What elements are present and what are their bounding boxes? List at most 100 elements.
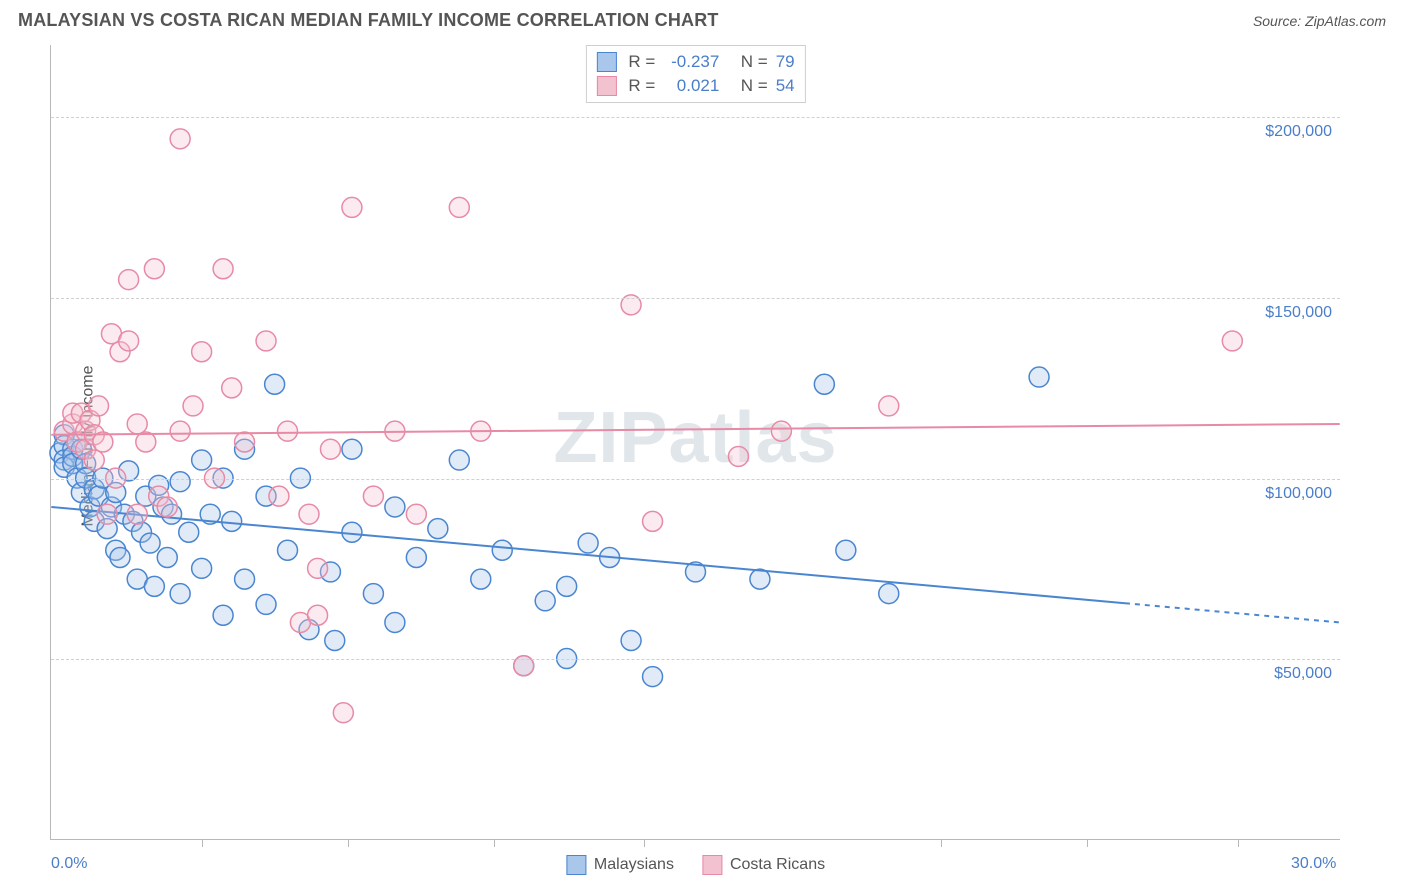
data-point <box>157 497 177 517</box>
data-point <box>192 450 212 470</box>
data-point <box>183 396 203 416</box>
x-tick <box>644 839 645 847</box>
data-point <box>127 414 147 434</box>
data-point <box>406 548 426 568</box>
swatch-series-2 <box>596 76 616 96</box>
data-point <box>213 605 233 625</box>
trend-line <box>51 424 1339 435</box>
stat-n-value-1: 79 <box>776 52 795 72</box>
data-point <box>235 569 255 589</box>
data-point <box>342 197 362 217</box>
data-point <box>333 703 353 723</box>
data-point <box>771 421 791 441</box>
stat-r-label: R = <box>628 76 655 96</box>
data-point <box>643 511 663 531</box>
correlation-stat-box: R = -0.237 N = 79 R = 0.021 N = 54 <box>585 45 805 103</box>
legend-label-1: Malaysians <box>594 856 674 874</box>
x-tick-label: 30.0% <box>1291 855 1336 873</box>
x-tick <box>202 839 203 847</box>
data-point <box>879 396 899 416</box>
data-point <box>144 259 164 279</box>
grid-line <box>51 117 1340 118</box>
stat-n-value-2: 54 <box>776 76 795 96</box>
data-point <box>213 259 233 279</box>
legend: Malaysians Costa Ricans <box>566 855 825 875</box>
legend-swatch-2 <box>702 855 722 875</box>
data-point <box>557 576 577 596</box>
data-point <box>278 421 298 441</box>
x-tick <box>1238 839 1239 847</box>
data-point <box>342 439 362 459</box>
data-point <box>119 331 139 351</box>
legend-swatch-1 <box>566 855 586 875</box>
data-point <box>222 378 242 398</box>
data-point <box>170 584 190 604</box>
chart-title: MALAYSIAN VS COSTA RICAN MEDIAN FAMILY I… <box>18 10 719 31</box>
stat-n-label: N = <box>731 76 767 96</box>
data-point <box>170 472 190 492</box>
data-point <box>406 504 426 524</box>
data-point <box>385 612 405 632</box>
data-point <box>144 576 164 596</box>
data-point <box>471 569 491 589</box>
x-tick <box>1087 839 1088 847</box>
data-point <box>235 432 255 452</box>
data-point <box>97 504 117 524</box>
data-point <box>728 446 748 466</box>
data-point <box>385 497 405 517</box>
stat-r-label: R = <box>628 52 655 72</box>
data-point <box>157 548 177 568</box>
grid-line <box>51 659 1340 660</box>
data-point <box>578 533 598 553</box>
data-point <box>492 540 512 560</box>
stat-n-label: N = <box>731 52 767 72</box>
data-point <box>428 519 448 539</box>
grid-line <box>51 479 1340 480</box>
data-point <box>363 584 383 604</box>
x-tick-label: 0.0% <box>51 855 87 873</box>
data-point <box>140 533 160 553</box>
data-point <box>278 540 298 560</box>
data-point <box>265 374 285 394</box>
data-point <box>535 591 555 611</box>
data-point <box>320 439 340 459</box>
chart-plot-area: ZIPatlas R = -0.237 N = 79 R = 0.021 N =… <box>50 45 1340 840</box>
data-point <box>750 569 770 589</box>
data-point <box>1222 331 1242 351</box>
data-point <box>256 594 276 614</box>
data-point <box>814 374 834 394</box>
data-point <box>308 558 328 578</box>
y-tick-label: $100,000 <box>1265 485 1332 503</box>
data-point <box>879 584 899 604</box>
data-point <box>119 270 139 290</box>
data-point <box>170 129 190 149</box>
x-tick <box>494 839 495 847</box>
source-attribution: Source: ZipAtlas.com <box>1253 13 1386 29</box>
stat-row-series-1: R = -0.237 N = 79 <box>596 50 794 74</box>
data-point <box>299 504 319 524</box>
data-point <box>192 342 212 362</box>
data-point <box>89 396 109 416</box>
stat-r-value-2: 0.021 <box>663 76 719 96</box>
y-tick-label: $50,000 <box>1274 665 1332 683</box>
swatch-series-1 <box>596 52 616 72</box>
data-point <box>256 331 276 351</box>
legend-item-1: Malaysians <box>566 855 674 875</box>
data-point <box>643 667 663 687</box>
data-point <box>1029 367 1049 387</box>
legend-label-2: Costa Ricans <box>730 856 825 874</box>
data-point <box>342 522 362 542</box>
data-point <box>449 197 469 217</box>
stat-r-value-1: -0.237 <box>663 52 719 72</box>
data-point <box>110 548 130 568</box>
data-point <box>127 504 147 524</box>
data-point <box>836 540 856 560</box>
data-point <box>222 511 242 531</box>
trend-line <box>51 507 1125 603</box>
x-tick <box>941 839 942 847</box>
data-point <box>308 605 328 625</box>
data-point <box>621 631 641 651</box>
grid-line <box>51 298 1340 299</box>
data-point <box>363 486 383 506</box>
trend-line <box>1125 603 1340 622</box>
